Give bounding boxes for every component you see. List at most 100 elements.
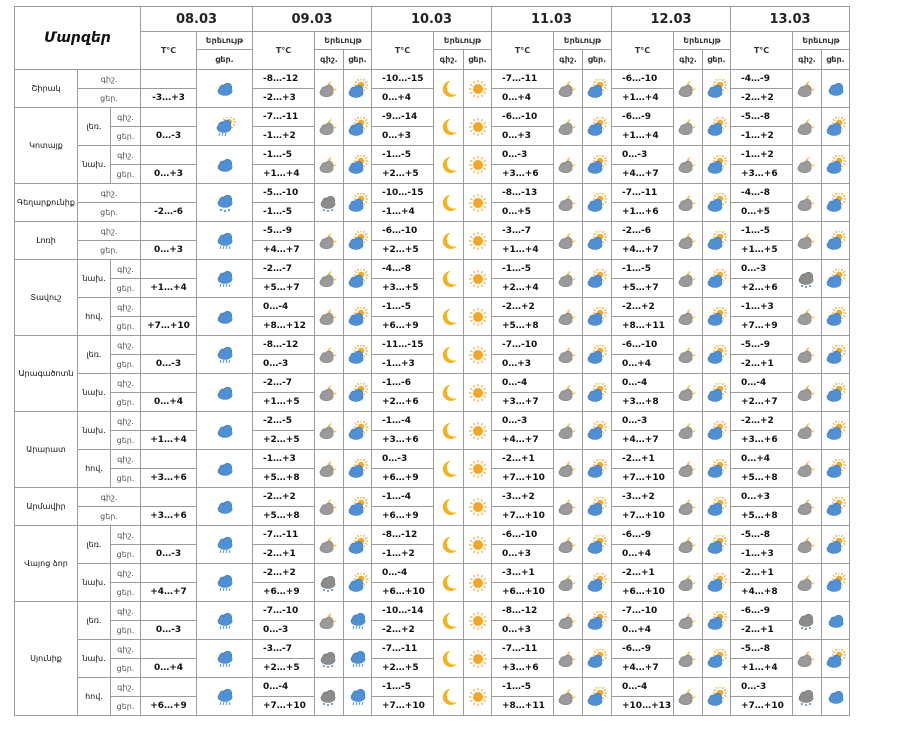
night-phenomenon xyxy=(553,335,583,374)
forecast-row-day: ցեր. 0…-3 -2…+1 -1…+2 0…+3 0…+4 -1…+3 xyxy=(15,544,850,564)
sun-icon xyxy=(468,535,487,554)
day-phenomenon xyxy=(821,297,850,336)
night-phenomenon xyxy=(792,449,822,488)
subregion-label: նախ. xyxy=(77,145,111,184)
weather-cell-0803 xyxy=(196,411,253,450)
forecast-table: Մարզեր 08.03 09.03 10.03 11.03 12.03 13.03 T°C Ե… xyxy=(14,6,850,716)
night-phenomenon xyxy=(433,297,464,336)
sun-icon xyxy=(468,155,487,174)
day-phenomenon xyxy=(463,259,492,298)
night-phenomenon xyxy=(673,297,703,336)
phen-header: Երեւույթ xyxy=(433,31,492,50)
partly-cloudy-day-icon xyxy=(826,572,846,592)
partly-cloudy-night-icon xyxy=(558,650,576,667)
day-phenomenon xyxy=(821,373,850,412)
sun-icon xyxy=(468,573,487,592)
partly-cloudy-night-icon xyxy=(797,498,815,515)
day-phenomenon xyxy=(582,297,612,336)
partly-cloudy-day-icon xyxy=(707,306,727,326)
temp-night: 0…-3 xyxy=(730,677,793,697)
temp-night: -7…-10 xyxy=(611,601,674,621)
partly-cloudy-night-icon xyxy=(797,536,815,553)
day-phenomenon xyxy=(582,487,612,526)
night-phenomenon xyxy=(673,525,703,564)
temp-day: +4…+8 xyxy=(730,582,793,602)
temp-night: -2…+1 xyxy=(611,449,674,469)
temp-night-0803 xyxy=(140,601,197,621)
night-label: գիշ. xyxy=(110,259,141,279)
day-phenomenon xyxy=(582,69,612,108)
temp-night: -8…-12 xyxy=(252,335,315,355)
subregion-label: լեռ. xyxy=(77,525,111,564)
day-phenomenon xyxy=(821,183,850,222)
day-phenomenon xyxy=(343,677,372,716)
temp-day: 0…+5 xyxy=(491,202,554,222)
temp-day: +3…+6 xyxy=(371,430,434,450)
weather-cell-0803 xyxy=(196,373,253,412)
night-phenomenon xyxy=(314,335,344,374)
partly-cloudy-night-icon xyxy=(678,270,696,287)
date-header: 09.03 xyxy=(252,6,372,32)
weather-cell-0803 xyxy=(196,69,253,108)
temp-night-0803 xyxy=(140,145,197,165)
day-phenomenon xyxy=(343,411,372,450)
partly-cloudy-night-icon xyxy=(678,422,696,439)
temp-night: -1…-5 xyxy=(491,259,554,279)
night-phenomenon xyxy=(553,449,583,488)
night-phenomenon xyxy=(433,563,464,602)
day-phenomenon xyxy=(582,145,612,184)
partly-cloudy-day-icon xyxy=(707,534,727,554)
temp-day: +6…+10 xyxy=(371,582,434,602)
sun-icon xyxy=(468,383,487,402)
day-header: ցեր. xyxy=(196,49,253,70)
temp-day: +6…+9 xyxy=(371,468,434,488)
partly-cloudy-night-icon xyxy=(678,384,696,401)
partly-cloudy-day-icon xyxy=(348,496,368,516)
temp-day: 0…+4 xyxy=(611,620,674,640)
night-phenomenon xyxy=(792,183,822,222)
partly-cloudy-day-icon xyxy=(826,420,846,440)
partly-cloudy-night-icon xyxy=(558,688,576,705)
temp-night: -5…-8 xyxy=(730,639,793,659)
temp-night: -6…-10 xyxy=(491,107,554,127)
temp-day: +1…+4 xyxy=(491,240,554,260)
partly-cloudy-day-icon xyxy=(587,648,608,668)
night-phenomenon xyxy=(433,69,464,108)
temp-day: -2…+2 xyxy=(371,620,434,640)
night-label: գիշ. xyxy=(110,601,141,621)
day-phenomenon xyxy=(702,69,731,108)
forecast-row-night: նախ. գիշ. -3…-7 -7…-11 -7…-11 -6…-9 -5…-8 xyxy=(15,639,850,678)
temp-night: -2…+2 xyxy=(611,297,674,317)
forecast-row-night: նախ. գիշ. -2…+2 0…-4 -3…+1 -2…+1 -2…+1 xyxy=(15,563,850,602)
temp-day: +7…+10 xyxy=(730,696,793,716)
night-label: գիշ. xyxy=(77,221,141,241)
temp-night: 0…-3 xyxy=(611,411,674,431)
partly-cloudy-day-icon xyxy=(587,192,608,212)
phen-header: Երեւույթ xyxy=(673,31,731,50)
temp-night: -1…-5 xyxy=(730,221,793,241)
temp-night-0803 xyxy=(140,525,197,545)
region-name: Արարատ xyxy=(14,411,78,488)
partly-cloudy-night-icon xyxy=(558,156,576,173)
night-phenomenon xyxy=(433,411,464,450)
temp-day-0803: 0…-3 xyxy=(140,354,197,374)
night-phenomenon xyxy=(673,449,703,488)
temp-night: -2…-5 xyxy=(252,411,315,431)
partly-cloudy-day-icon xyxy=(826,344,846,364)
day-phenomenon xyxy=(463,677,492,716)
temp-day: +3…+5 xyxy=(371,278,434,298)
night-phenomenon xyxy=(553,259,583,298)
day-phenomenon xyxy=(463,335,492,374)
phen-header: Երեւույթ xyxy=(553,31,612,50)
temp-night: -5…-9 xyxy=(252,221,315,241)
night-label: գիշ. xyxy=(77,69,141,89)
sun-icon xyxy=(468,649,487,668)
partly-cloudy-day-icon xyxy=(587,420,608,440)
temp-night: -9…-14 xyxy=(371,107,434,127)
temp-day: +7…+10 xyxy=(371,696,434,716)
temp-night: 0…-4 xyxy=(611,677,674,697)
temp-day: +5…+7 xyxy=(252,278,315,298)
night-phenomenon xyxy=(433,487,464,526)
temp-day: 0…+5 xyxy=(730,202,793,222)
forecast-row-day: ցեր. 0…+3 +1…+4 +2…+5 +3…+6 +4…+7 +3…+6 xyxy=(15,164,850,184)
